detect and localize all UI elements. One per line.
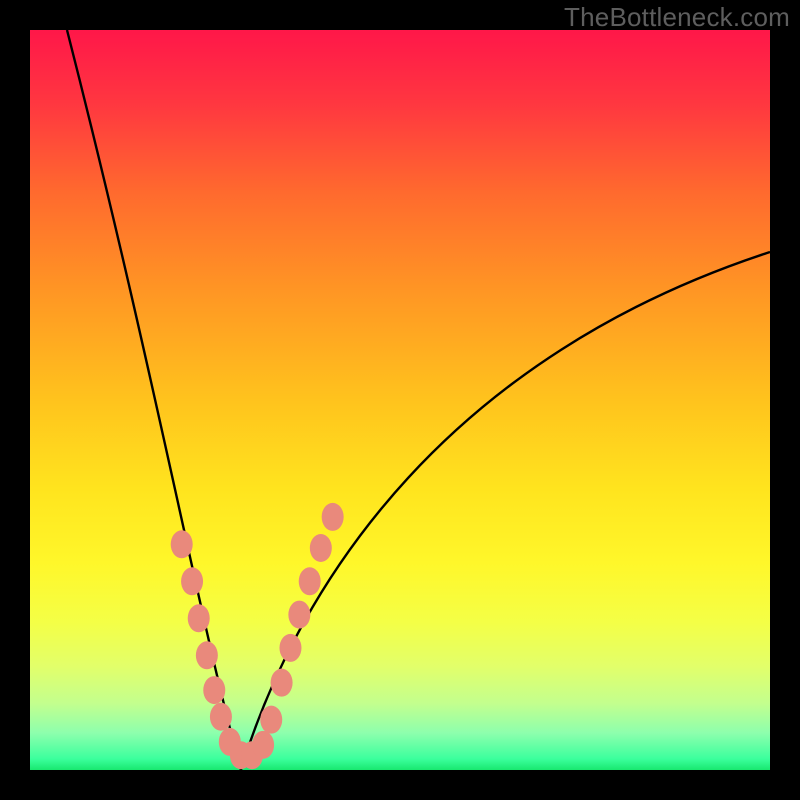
curve-marker — [271, 669, 293, 697]
plot-area — [30, 30, 770, 770]
curve-marker — [288, 601, 310, 629]
curve-marker — [310, 534, 332, 562]
curve-marker — [203, 676, 225, 704]
curve-marker — [252, 731, 274, 759]
curve-marker — [210, 703, 232, 731]
curve-marker — [181, 567, 203, 595]
curve-marker — [188, 604, 210, 632]
curve-marker — [171, 530, 193, 558]
gradient-background — [30, 30, 770, 770]
curve-marker — [322, 503, 344, 531]
curve-marker — [299, 567, 321, 595]
plot-svg — [30, 30, 770, 770]
curve-marker — [196, 641, 218, 669]
watermark-text: TheBottleneck.com — [564, 2, 790, 33]
curve-marker — [279, 634, 301, 662]
curve-marker — [260, 706, 282, 734]
